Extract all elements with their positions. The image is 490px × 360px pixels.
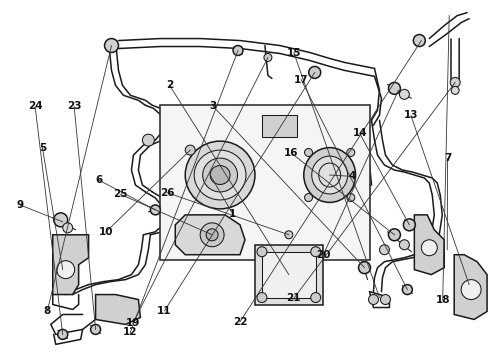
Text: 23: 23 [67, 102, 81, 112]
Polygon shape [53, 235, 89, 294]
Text: 22: 22 [233, 317, 247, 327]
Circle shape [311, 247, 321, 257]
Circle shape [379, 245, 390, 255]
Text: 17: 17 [294, 75, 308, 85]
Text: 5: 5 [39, 143, 46, 153]
Circle shape [150, 205, 160, 215]
Circle shape [347, 148, 355, 157]
Circle shape [104, 39, 119, 53]
Text: 10: 10 [98, 227, 113, 237]
Polygon shape [415, 215, 444, 275]
Text: 6: 6 [95, 175, 102, 185]
Text: 7: 7 [444, 153, 451, 163]
Circle shape [257, 293, 267, 302]
Text: 3: 3 [210, 102, 217, 112]
Ellipse shape [304, 148, 356, 202]
Text: 11: 11 [157, 306, 171, 316]
Text: 16: 16 [284, 148, 298, 158]
Text: 8: 8 [44, 306, 51, 316]
Circle shape [389, 229, 400, 241]
Bar [160, 105, 369, 260]
Circle shape [380, 294, 391, 305]
Circle shape [200, 223, 224, 247]
Text: 21: 21 [287, 293, 301, 303]
Circle shape [402, 285, 413, 294]
Circle shape [311, 293, 321, 302]
Circle shape [414, 35, 425, 46]
Text: 2: 2 [166, 80, 173, 90]
Circle shape [143, 134, 154, 146]
Circle shape [451, 86, 459, 94]
Bar [255, 245, 323, 305]
Circle shape [421, 240, 437, 256]
Text: 25: 25 [113, 189, 128, 199]
Circle shape [305, 148, 313, 157]
Circle shape [264, 54, 272, 62]
Circle shape [389, 82, 400, 94]
Circle shape [399, 89, 409, 99]
Ellipse shape [203, 158, 238, 192]
Circle shape [91, 324, 100, 334]
Circle shape [305, 194, 313, 202]
Bar [262, 115, 297, 137]
Circle shape [233, 45, 243, 55]
Circle shape [285, 231, 293, 239]
Polygon shape [175, 215, 245, 255]
Ellipse shape [185, 141, 255, 209]
Circle shape [63, 223, 73, 233]
Ellipse shape [194, 150, 246, 200]
Ellipse shape [312, 156, 347, 194]
Polygon shape [454, 255, 487, 319]
Text: 9: 9 [17, 200, 24, 210]
Ellipse shape [210, 166, 230, 184]
Text: 24: 24 [28, 102, 43, 112]
Circle shape [359, 262, 370, 274]
Circle shape [399, 240, 409, 250]
Text: 1: 1 [229, 209, 236, 219]
Circle shape [185, 145, 195, 155]
Bar [262, 252, 316, 298]
Circle shape [54, 213, 68, 227]
Circle shape [450, 77, 460, 87]
Circle shape [57, 261, 74, 279]
Circle shape [368, 294, 378, 305]
Text: 12: 12 [123, 327, 138, 337]
Text: 13: 13 [404, 111, 418, 121]
Text: 14: 14 [352, 129, 367, 138]
Text: 26: 26 [160, 188, 174, 198]
Circle shape [347, 194, 355, 202]
Text: 4: 4 [349, 171, 356, 181]
Text: 19: 19 [125, 319, 140, 328]
Text: 20: 20 [316, 250, 330, 260]
Polygon shape [96, 294, 141, 324]
Circle shape [403, 219, 416, 231]
Text: 15: 15 [287, 48, 301, 58]
Text: 18: 18 [436, 295, 450, 305]
Circle shape [58, 329, 68, 339]
Circle shape [206, 229, 218, 241]
Circle shape [461, 280, 481, 300]
Circle shape [309, 67, 321, 78]
Circle shape [257, 247, 267, 257]
